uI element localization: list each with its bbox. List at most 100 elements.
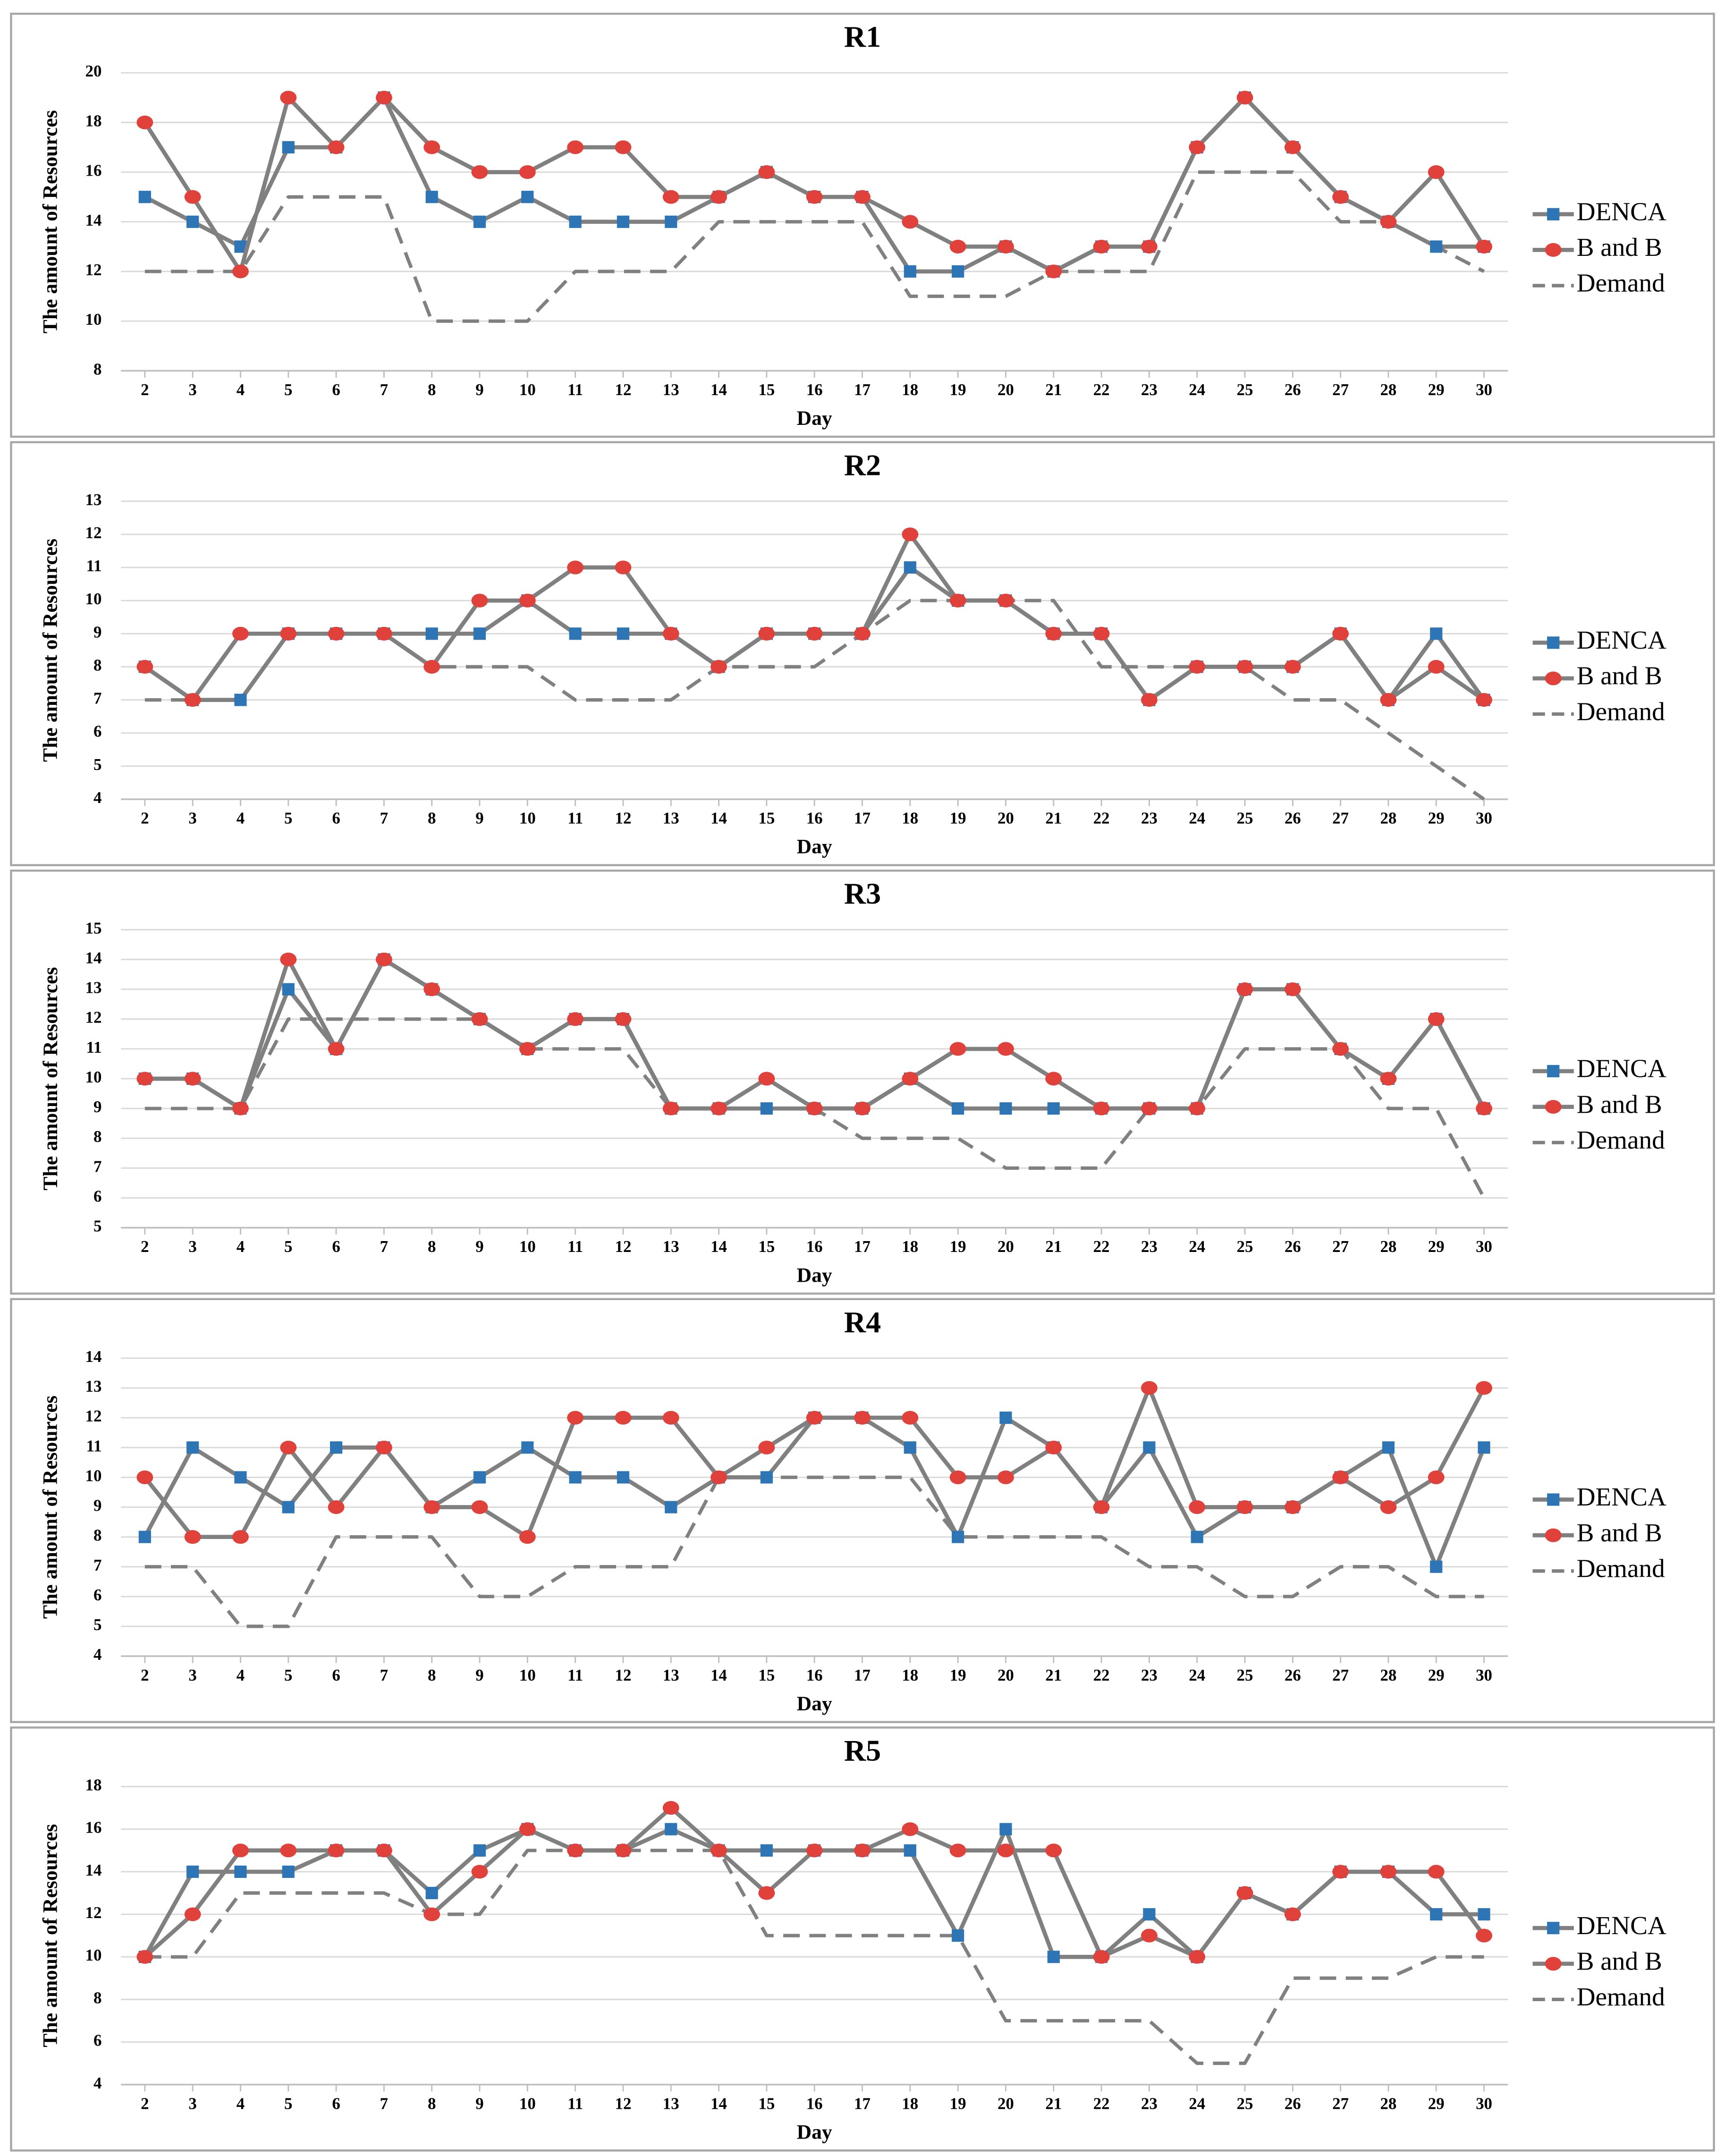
x-tick-label: 19 [950, 1666, 966, 1684]
marker [375, 626, 392, 641]
legend-label: B and B [1577, 1090, 1662, 1118]
x-tick-label: 7 [380, 1666, 388, 1684]
x-tick-label: 3 [188, 1237, 196, 1256]
legend-label: Demand [1577, 269, 1665, 297]
y-tick-label: 13 [85, 1377, 102, 1395]
marker [471, 1012, 488, 1026]
x-tick-label: 14 [710, 1237, 727, 1256]
x-tick-label: 26 [1285, 1237, 1301, 1256]
x-tick-label: 19 [950, 1237, 966, 1256]
marker [184, 1072, 201, 1086]
marker [758, 1886, 775, 1900]
y-tick-label: 14 [85, 211, 102, 229]
y-tick-label: 14 [85, 1347, 102, 1366]
x-tick-label: 29 [1428, 1237, 1445, 1256]
x-tick-label: 8 [428, 1237, 436, 1256]
y-tick-label: 12 [85, 1407, 102, 1425]
panel-border [10, 441, 1715, 866]
x-tick-label: 9 [475, 2094, 483, 2113]
marker [136, 1072, 153, 1086]
x-tick-label: 15 [758, 1237, 775, 1256]
marker [1093, 1950, 1110, 1964]
marker [282, 141, 295, 154]
marker [1547, 636, 1560, 649]
marker [1545, 1528, 1562, 1542]
marker [282, 1501, 295, 1513]
marker [904, 1441, 916, 1454]
marker [184, 190, 201, 204]
marker [902, 215, 919, 229]
marker [1476, 693, 1492, 707]
marker [521, 191, 534, 203]
marker [1332, 1865, 1349, 1879]
y-tick-label: 5 [93, 755, 101, 774]
x-tick-label: 19 [950, 2094, 966, 2113]
demand-line [144, 599, 1485, 801]
marker [1141, 239, 1158, 254]
marker [280, 1843, 297, 1858]
marker [997, 1042, 1014, 1056]
marker [232, 1101, 249, 1116]
x-tick-label: 7 [380, 380, 388, 399]
marker [1547, 1493, 1560, 1506]
marker [617, 215, 630, 228]
marker [1093, 1101, 1110, 1116]
marker [423, 140, 440, 154]
marker [1189, 1950, 1206, 1964]
marker [710, 659, 727, 674]
marker [617, 627, 630, 640]
x-tick-label: 28 [1380, 1666, 1396, 1684]
marker [1382, 1441, 1395, 1454]
marker [567, 1843, 584, 1858]
x-tick-label: 8 [428, 380, 436, 399]
x-tick-label: 24 [1189, 1666, 1205, 1684]
marker [1045, 264, 1062, 279]
marker [662, 626, 679, 641]
x-tick-label: 25 [1237, 1666, 1253, 1684]
marker [1189, 1500, 1206, 1514]
x-tick-label: 20 [998, 1237, 1014, 1256]
x-tick-label: 20 [998, 380, 1014, 399]
x-tick-label: 9 [475, 380, 483, 399]
y-tick-label: 11 [86, 1038, 101, 1057]
marker [854, 1101, 871, 1116]
x-tick-label: 22 [1093, 380, 1110, 399]
y-tick-label: 4 [93, 1645, 101, 1664]
marker [902, 1072, 919, 1086]
x-tick-label: 23 [1141, 1237, 1158, 1256]
marker [425, 1886, 438, 1900]
y-tick-label: 10 [85, 1466, 102, 1485]
y-tick-label: 16 [85, 161, 102, 180]
y-axis-title: The amount of Resources [39, 1824, 62, 2047]
chart-title: R1 [844, 20, 881, 53]
x-tick-label: 27 [1332, 809, 1349, 828]
x-tick-label: 10 [519, 1666, 536, 1684]
x-tick-label: 27 [1332, 2094, 1349, 2113]
marker [184, 693, 201, 707]
chart-title: R2 [844, 448, 881, 482]
marker [1047, 1102, 1060, 1115]
marker [1428, 659, 1445, 674]
x-tick-label: 20 [998, 1666, 1014, 1684]
demand-line [144, 170, 1485, 323]
y-tick-label: 18 [85, 1776, 102, 1794]
y-tick-label: 6 [93, 722, 101, 741]
x-tick-label: 15 [758, 1666, 775, 1684]
marker [569, 215, 582, 228]
marker [1430, 1908, 1443, 1921]
marker [854, 1411, 871, 1425]
marker [615, 560, 632, 575]
x-tick-label: 30 [1476, 809, 1492, 828]
legend-label: DENCA [1577, 1911, 1666, 1940]
marker [1478, 1908, 1490, 1921]
marker [1189, 140, 1206, 154]
marker [999, 1412, 1012, 1424]
x-tick-label: 26 [1285, 809, 1301, 828]
x-tick-label: 27 [1332, 1237, 1349, 1256]
y-axis-title: The amount of Resources [39, 967, 62, 1190]
marker [280, 626, 297, 641]
x-tick-label: 26 [1285, 380, 1301, 399]
x-tick-label: 17 [854, 1237, 871, 1256]
x-tick-label: 16 [806, 380, 823, 399]
